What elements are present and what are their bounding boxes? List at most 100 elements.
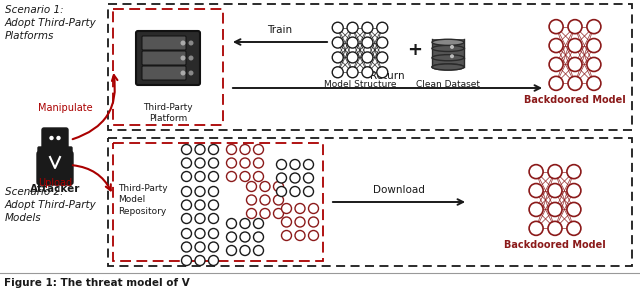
- Circle shape: [195, 187, 205, 197]
- Circle shape: [209, 256, 218, 265]
- Ellipse shape: [432, 64, 464, 70]
- Circle shape: [332, 52, 343, 63]
- Circle shape: [450, 45, 454, 49]
- Circle shape: [529, 221, 543, 235]
- Circle shape: [273, 209, 284, 219]
- FancyBboxPatch shape: [42, 128, 68, 152]
- Circle shape: [295, 217, 305, 227]
- Circle shape: [529, 203, 543, 216]
- Circle shape: [567, 221, 581, 235]
- Circle shape: [308, 217, 319, 227]
- Circle shape: [548, 203, 562, 216]
- Circle shape: [332, 22, 343, 33]
- Circle shape: [195, 200, 205, 210]
- Circle shape: [362, 52, 373, 63]
- Circle shape: [195, 256, 205, 265]
- Text: Third-Party
Model
Repository: Third-Party Model Repository: [118, 184, 168, 216]
- Circle shape: [290, 187, 300, 197]
- Circle shape: [282, 231, 291, 240]
- Circle shape: [227, 144, 237, 154]
- Circle shape: [209, 242, 218, 252]
- Circle shape: [189, 55, 193, 61]
- Circle shape: [182, 228, 191, 238]
- Circle shape: [253, 144, 264, 154]
- Circle shape: [308, 231, 319, 240]
- Circle shape: [195, 242, 205, 252]
- Circle shape: [209, 213, 218, 224]
- Circle shape: [195, 158, 205, 168]
- Text: Scenario 2:
Adopt Third-Party
Models: Scenario 2: Adopt Third-Party Models: [5, 187, 97, 223]
- Circle shape: [273, 195, 284, 205]
- Circle shape: [568, 57, 582, 71]
- Circle shape: [209, 228, 218, 238]
- Circle shape: [240, 232, 250, 242]
- Circle shape: [549, 20, 563, 34]
- Circle shape: [347, 52, 358, 63]
- Circle shape: [182, 200, 191, 210]
- Circle shape: [246, 195, 257, 205]
- Text: Return: Return: [370, 71, 404, 81]
- Circle shape: [548, 184, 562, 197]
- Circle shape: [240, 144, 250, 154]
- FancyBboxPatch shape: [38, 147, 72, 155]
- Circle shape: [567, 203, 581, 216]
- Circle shape: [45, 130, 65, 150]
- Text: Model Structure: Model Structure: [324, 80, 396, 89]
- Circle shape: [282, 203, 291, 213]
- Circle shape: [189, 41, 193, 45]
- Circle shape: [273, 182, 284, 191]
- Circle shape: [246, 209, 257, 219]
- Circle shape: [209, 158, 218, 168]
- Circle shape: [290, 160, 300, 169]
- Circle shape: [362, 37, 373, 48]
- Circle shape: [227, 219, 237, 228]
- Circle shape: [308, 203, 319, 213]
- Ellipse shape: [432, 45, 464, 51]
- Circle shape: [549, 76, 563, 90]
- Circle shape: [195, 213, 205, 224]
- Circle shape: [548, 165, 562, 179]
- Ellipse shape: [432, 64, 464, 70]
- Circle shape: [227, 232, 237, 242]
- Circle shape: [246, 182, 257, 191]
- Circle shape: [303, 173, 314, 183]
- Circle shape: [377, 52, 388, 63]
- Circle shape: [290, 173, 300, 183]
- Circle shape: [195, 228, 205, 238]
- Text: Attacker: Attacker: [30, 184, 80, 194]
- Text: Scenario 1:
Adopt Third-Party
Platforms: Scenario 1: Adopt Third-Party Platforms: [5, 5, 97, 42]
- Circle shape: [303, 160, 314, 169]
- Circle shape: [260, 209, 270, 219]
- Circle shape: [568, 39, 582, 53]
- Circle shape: [227, 172, 237, 182]
- Ellipse shape: [432, 55, 464, 61]
- Text: Clean Dataset: Clean Dataset: [416, 80, 480, 89]
- Text: Manipulate: Manipulate: [38, 103, 93, 113]
- Text: Upload: Upload: [38, 178, 72, 188]
- Text: Figure 1: The threat model of V: Figure 1: The threat model of V: [4, 278, 189, 288]
- Circle shape: [282, 217, 291, 227]
- Circle shape: [362, 67, 373, 78]
- Circle shape: [182, 144, 191, 154]
- Bar: [108, 138, 632, 266]
- Circle shape: [529, 184, 543, 197]
- Circle shape: [276, 160, 287, 169]
- Circle shape: [568, 76, 582, 90]
- Circle shape: [240, 172, 250, 182]
- FancyBboxPatch shape: [136, 31, 200, 85]
- Circle shape: [182, 242, 191, 252]
- Ellipse shape: [432, 39, 464, 45]
- Circle shape: [568, 20, 582, 34]
- Circle shape: [548, 221, 562, 235]
- Circle shape: [587, 76, 601, 90]
- FancyBboxPatch shape: [142, 36, 186, 50]
- Circle shape: [240, 219, 250, 228]
- Circle shape: [587, 20, 601, 34]
- Bar: [108, 4, 632, 130]
- Circle shape: [253, 232, 264, 242]
- Circle shape: [549, 39, 563, 53]
- Circle shape: [195, 172, 205, 182]
- FancyBboxPatch shape: [142, 51, 186, 65]
- Circle shape: [189, 70, 193, 76]
- Circle shape: [377, 37, 388, 48]
